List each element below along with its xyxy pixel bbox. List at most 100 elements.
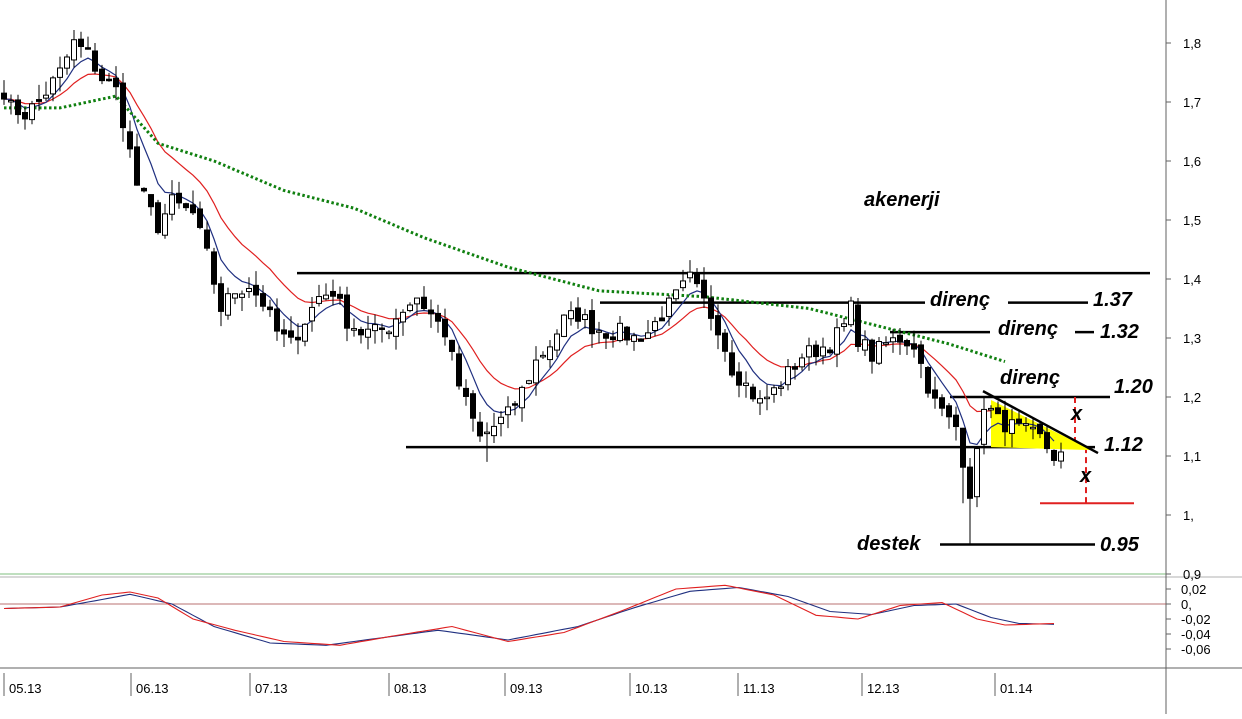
candle bbox=[197, 201, 203, 230]
level-label-137: 1.37 bbox=[1093, 289, 1133, 311]
candle bbox=[162, 203, 168, 239]
price-tick-label: 1,3 bbox=[1183, 331, 1201, 346]
price-tick-label: 1,7 bbox=[1183, 95, 1201, 110]
price-tick-label: 1,8 bbox=[1183, 36, 1201, 51]
candle bbox=[309, 296, 315, 332]
candle bbox=[757, 390, 763, 415]
candle bbox=[267, 299, 273, 317]
price-tick-label: 1,5 bbox=[1183, 213, 1201, 228]
candle bbox=[1023, 417, 1029, 432]
candle bbox=[876, 337, 882, 366]
candle bbox=[15, 94, 21, 124]
candle bbox=[659, 306, 665, 322]
candle bbox=[925, 365, 931, 398]
candle bbox=[834, 318, 840, 368]
month-label: 10.13 bbox=[635, 681, 668, 696]
moving-average-red bbox=[3, 73, 992, 413]
candle bbox=[715, 304, 721, 350]
measure-x-upper: x bbox=[1070, 403, 1083, 425]
candle bbox=[771, 384, 777, 403]
candle bbox=[722, 328, 728, 362]
candle bbox=[904, 338, 910, 356]
candle bbox=[995, 401, 1001, 415]
candle bbox=[932, 376, 938, 409]
oscillator-tick-label: 0,02 bbox=[1181, 582, 1206, 597]
candle bbox=[85, 36, 91, 50]
candle bbox=[29, 100, 35, 125]
candle bbox=[78, 31, 84, 58]
candle bbox=[386, 330, 392, 340]
candle bbox=[316, 284, 322, 307]
oscillator-tick-label: 0, bbox=[1181, 597, 1192, 612]
candle bbox=[155, 199, 161, 235]
candle bbox=[869, 338, 875, 374]
candle bbox=[911, 330, 917, 358]
candle bbox=[113, 66, 119, 101]
candle bbox=[358, 326, 364, 344]
oscillator-signal-line bbox=[3, 586, 1055, 646]
level-label-120: 1.20 bbox=[1114, 376, 1153, 398]
candle bbox=[71, 29, 77, 68]
candle bbox=[330, 279, 336, 306]
candle bbox=[281, 319, 287, 347]
candle bbox=[498, 410, 504, 437]
candle bbox=[946, 403, 952, 429]
level-label-132: 1.32 bbox=[1100, 321, 1139, 343]
candle bbox=[939, 394, 945, 417]
candle bbox=[505, 396, 511, 429]
candle bbox=[400, 309, 406, 336]
month-label: 05.13 bbox=[9, 681, 42, 696]
candle bbox=[428, 299, 434, 328]
price-tick-label: 1, bbox=[1183, 508, 1194, 523]
candle bbox=[554, 329, 560, 358]
candle bbox=[246, 277, 252, 298]
candle bbox=[141, 187, 147, 193]
candle bbox=[1016, 409, 1022, 426]
candle bbox=[953, 406, 959, 441]
candle bbox=[337, 286, 343, 305]
candle bbox=[148, 194, 154, 216]
candle bbox=[36, 84, 42, 111]
candle bbox=[57, 56, 63, 92]
candle bbox=[435, 304, 441, 333]
candle bbox=[1, 80, 7, 105]
price-tick-label: 1,1 bbox=[1183, 449, 1201, 464]
candle bbox=[512, 400, 518, 416]
candle bbox=[967, 458, 973, 545]
candle bbox=[918, 340, 924, 379]
candle bbox=[169, 180, 175, 221]
candle bbox=[631, 332, 637, 351]
candle bbox=[582, 308, 588, 329]
candle bbox=[708, 285, 714, 331]
candle bbox=[50, 75, 56, 102]
candle bbox=[603, 332, 609, 349]
candle bbox=[855, 297, 861, 353]
candle bbox=[288, 316, 294, 344]
resistance-label-2: direnç bbox=[998, 318, 1058, 340]
candle bbox=[344, 286, 350, 342]
candle bbox=[673, 289, 679, 302]
candle bbox=[638, 338, 644, 342]
level-label-112: 1.12 bbox=[1104, 434, 1143, 456]
measure-x-lower: x bbox=[1079, 465, 1092, 487]
candle bbox=[694, 268, 700, 288]
oscillator-macd-line bbox=[3, 584, 1055, 646]
candle bbox=[456, 345, 462, 390]
candle bbox=[785, 359, 791, 391]
candle bbox=[764, 384, 770, 411]
candle bbox=[1030, 418, 1036, 440]
candle bbox=[680, 269, 686, 292]
candle bbox=[1044, 426, 1050, 454]
candle bbox=[687, 260, 693, 283]
candle bbox=[218, 276, 224, 327]
candle bbox=[729, 340, 735, 378]
candle bbox=[526, 379, 532, 385]
candle bbox=[827, 346, 833, 355]
candle bbox=[652, 316, 658, 337]
candle bbox=[561, 314, 567, 338]
candle bbox=[806, 337, 812, 371]
candle bbox=[127, 120, 133, 158]
candle bbox=[960, 427, 966, 504]
candle bbox=[92, 42, 98, 75]
